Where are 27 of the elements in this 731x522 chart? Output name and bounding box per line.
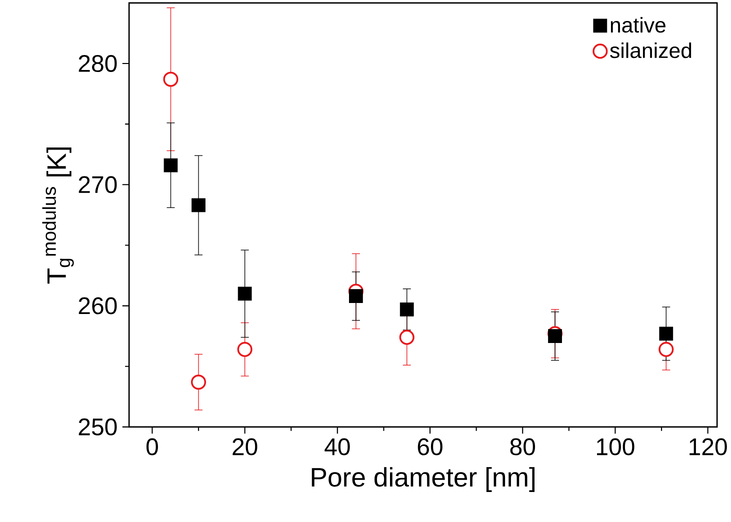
- point: [190, 374, 206, 390]
- point: [548, 329, 562, 344]
- x-tick-label: 20: [232, 438, 258, 456]
- point: [237, 342, 252, 357]
- x-tick-label: 0: [146, 438, 158, 456]
- x-tick-label: 80: [510, 438, 536, 456]
- point: [192, 198, 206, 212]
- x-tick-label: 60: [418, 438, 442, 456]
- x-tick-label: 100: [597, 438, 634, 456]
- point: [163, 72, 178, 87]
- y-tick-label: 260: [78, 297, 117, 314]
- y-axis-title: T$_{g}$$^{modulus}$ [K]: [42, 148, 74, 284]
- point: [658, 342, 674, 357]
- point: [400, 302, 414, 316]
- point: [349, 289, 363, 304]
- x-axis-title: Pore diameter [nm]: [312, 467, 534, 492]
- point: [659, 326, 674, 341]
- point: [399, 330, 414, 345]
- point: [164, 158, 178, 172]
- x-tick-label: 40: [324, 438, 350, 456]
- point: [238, 286, 252, 301]
- y-tick-label: 280: [78, 54, 117, 72]
- x-tick-label: 120: [690, 438, 727, 456]
- y-tick-label: 270: [78, 176, 117, 194]
- y-tick-label: 250: [78, 418, 117, 436]
- legend-label: silanized: [610, 42, 692, 58]
- legend-label: native: [610, 17, 666, 33]
